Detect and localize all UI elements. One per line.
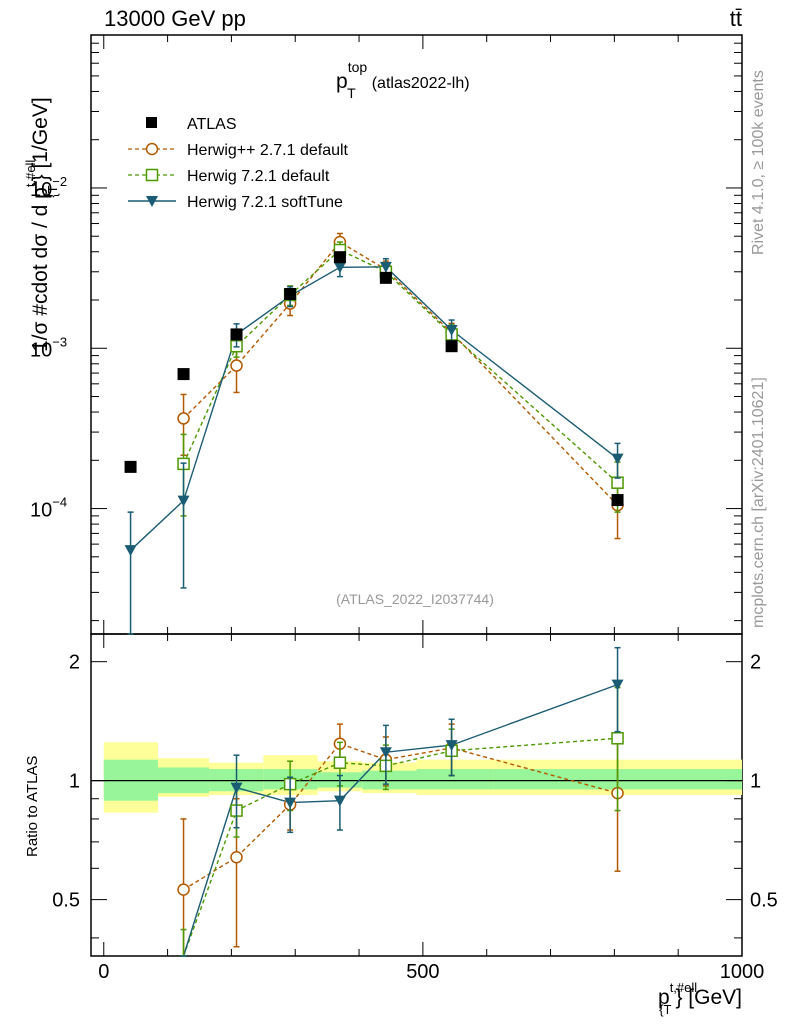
main-line-herwig721	[182, 249, 619, 484]
main-point-atlas-4	[333, 251, 346, 264]
header-left: 13000 GeV pp	[104, 6, 246, 31]
main-point-softtune-6	[445, 324, 458, 336]
ratio-point-herwigpp-0	[177, 883, 190, 896]
ratio-y-tick-label-right-1: 1	[750, 771, 761, 793]
main-point-herwig721-6	[611, 476, 624, 489]
main-point-atlas-2	[230, 328, 243, 341]
main-point-herwigpp-0	[177, 412, 190, 425]
ratio-point-herwig721-6	[611, 732, 624, 745]
plot-title: ptop T (atlas2022-lh)	[336, 59, 470, 101]
main-point-softtune-4	[333, 262, 346, 274]
legend: ATLAS Herwig++ 2.7.1 default Herwig 7.2.…	[128, 116, 349, 211]
ratio-point-softtune-2	[230, 782, 243, 794]
main-line-softtune	[130, 266, 618, 551]
band-inner-6	[416, 769, 494, 790]
main-y-tick-label-2: 10−4	[30, 495, 67, 522]
ratio-y-tick-label-left-1: 1	[69, 771, 80, 793]
plot-title-sup: top	[348, 59, 368, 75]
ratio-y-tick-label-right-0: 2	[750, 652, 761, 674]
main-point-atlas-6	[445, 340, 458, 353]
main-y-tick-label-1: 10−3	[30, 334, 67, 361]
main-point-atlas-0	[124, 460, 137, 473]
ratio-point-softtune-6	[445, 740, 458, 752]
main-point-atlas-5	[379, 271, 392, 284]
x-label-sup: t,#ell	[670, 980, 698, 995]
legend-label-herwigpp: Herwig++ 2.7.1 default	[187, 142, 349, 159]
legend-label-atlas: ATLAS	[187, 116, 237, 133]
main-series-markers	[124, 232, 624, 635]
ratio-series-markers	[177, 646, 624, 957]
x-axis-label: pt,#ell {T } [GeV]	[658, 980, 742, 1017]
main-y-tick-label-0: 10−2	[30, 174, 67, 201]
ratio-y-axis-label: Ratio to ATLAS	[24, 756, 41, 857]
main-point-softtune-1	[177, 495, 190, 507]
x-label-sub: {T	[659, 1002, 671, 1017]
x-label-unit: } [GeV]	[675, 986, 742, 1009]
analysis-id: (ATLAS_2022_I2037744)	[336, 591, 494, 607]
main-y-label-sub: {T	[45, 185, 60, 197]
main-point-atlas-3	[284, 288, 297, 301]
ratio-point-herwigpp-1	[230, 850, 243, 864]
main-y-axis-label: 1/σ #cdot dσ / d pt,#ell {T } [1/GeV]	[23, 97, 60, 352]
x-tick-label-2: 1000	[720, 961, 765, 983]
main-point-herwigpp-1	[230, 359, 243, 372]
ratio-point-softtune-5	[379, 747, 392, 759]
legend-marker-herwig721	[145, 168, 159, 182]
ratio-panel-frame	[90, 633, 743, 957]
ratio-point-softtune-3	[284, 797, 297, 809]
main-y-label-unit: } [1/GeV]	[29, 97, 52, 181]
legend-marker-herwigpp	[145, 142, 159, 156]
plot-title-suffix: (atlas2022-lh)	[372, 75, 470, 92]
y-tick-labels: 10−2 10−3 10−4 2 2 1 1 0.5 0.5	[30, 174, 778, 912]
main-point-softtune-7	[611, 453, 624, 465]
main-series-lines	[130, 241, 619, 551]
x-label-main: p	[658, 986, 670, 1009]
x-tick-label-0: 0	[98, 961, 109, 983]
main-y-label-main: 1/σ #cdot dσ / d p	[29, 187, 52, 352]
ratio-point-softtune-4	[333, 795, 346, 807]
main-point-atlas-1	[177, 368, 190, 381]
ratio-y-tick-label-right-2: 0.5	[750, 890, 778, 912]
axis-ticks	[91, 34, 743, 956]
ratio-series-lines	[182, 683, 618, 957]
legend-marker-atlas	[146, 117, 157, 128]
main-point-atlas-7	[611, 494, 624, 507]
ratio-line-softtune	[182, 683, 618, 957]
header-right: tt̄	[730, 6, 742, 31]
plot-title-main: p	[336, 70, 348, 93]
legend-label-softtune: Herwig 7.2.1 softTune	[187, 194, 343, 211]
x-tick-labels: 0 500 1000	[98, 961, 764, 983]
ratio-point-softtune-7	[611, 679, 624, 691]
main-point-softtune-0	[124, 545, 137, 557]
main-point-softtune-5	[379, 261, 392, 273]
legend-marker-softtune	[146, 196, 158, 207]
ratio-y-tick-label-left-2: 0.5	[52, 890, 80, 912]
x-tick-label-1: 500	[406, 961, 439, 983]
ratio-y-tick-label-left-0: 2	[69, 652, 80, 674]
ratio-point-herwig721-3	[333, 756, 347, 769]
plot-title-sub: T	[347, 85, 356, 101]
side-label-top: Rivet 4.1.0, ≥ 100k events	[750, 70, 767, 255]
legend-label-herwig721: Herwig 7.2.1 default	[187, 168, 330, 185]
main-y-label-sup: t,#ell	[23, 160, 38, 188]
side-label-bottom: mcplots.cern.ch [arXiv:2401.10621]	[750, 377, 767, 628]
